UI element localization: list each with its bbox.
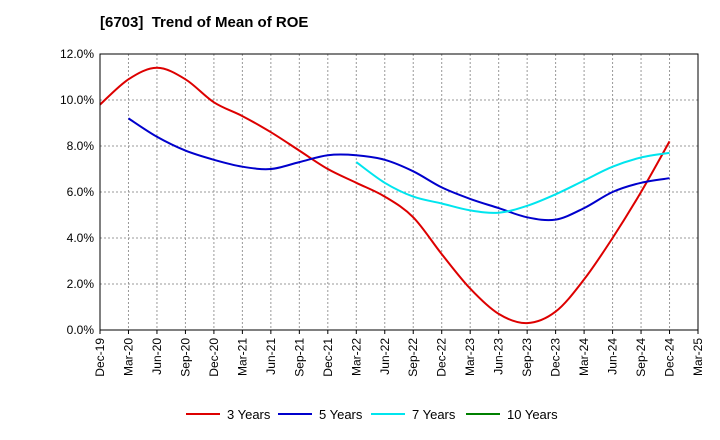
x-tick-label: Dec-20: [207, 338, 221, 377]
x-tick-label: Mar-25: [691, 338, 705, 376]
legend-label-3-years: 3 Years: [227, 407, 271, 422]
plot-area-frame: [99, 53, 699, 331]
x-tick-label: Dec-23: [549, 338, 563, 377]
chart-title: [6703] Trend of Mean of ROE: [100, 14, 309, 31]
y-tick-label: 0.0%: [67, 323, 95, 337]
x-tick-label: Mar-21: [235, 338, 249, 376]
y-tick-label: 8.0%: [67, 139, 95, 153]
grid-layer: [100, 53, 698, 330]
series-line-3-years: [99, 66, 671, 325]
y-tick-label: 12.0%: [60, 47, 94, 61]
series-layer: [99, 66, 671, 325]
x-tick-label: Mar-23: [463, 338, 477, 376]
x-tick-label: Jun-24: [606, 338, 620, 375]
x-tick-label: Sep-23: [520, 338, 534, 377]
y-tick-label: 10.0%: [60, 93, 94, 107]
y-tick-label: 4.0%: [67, 231, 95, 245]
x-tick-label: Jun-22: [378, 338, 392, 375]
x-tick-label: Sep-24: [634, 338, 648, 377]
series-line-5-years: [127, 117, 670, 222]
legend: 3 Years 5 Years 7 Years 10 Years: [186, 407, 558, 422]
x-tick-label: Mar-22: [349, 338, 363, 376]
y-tick-label: 6.0%: [67, 185, 95, 199]
legend-label-10-years: 10 Years: [507, 407, 558, 422]
x-tick-label: Jun-23: [492, 338, 506, 375]
axis-layer: 0.0% 2.0% 4.0% 6.0% 8.0% 10.0% 12.0% Dec-19 Mar-…: [60, 47, 705, 377]
x-tick-label: Mar-20: [121, 338, 135, 376]
x-tick-label: Mar-24: [577, 338, 591, 376]
x-tick-label: Dec-21: [321, 338, 335, 377]
x-tick-label: Jun-21: [264, 338, 278, 375]
legend-label-7-years: 7 Years: [412, 407, 456, 422]
series-line-7-years: [355, 151, 670, 214]
legend-label-5-years: 5 Years: [319, 407, 363, 422]
x-tick-label: Jun-20: [150, 338, 164, 375]
x-tick-label: Sep-21: [292, 338, 306, 377]
x-tick-label: Sep-22: [406, 338, 420, 377]
x-tick-label: Dec-24: [663, 338, 677, 377]
x-tick-label: Dec-22: [435, 338, 449, 377]
x-tick-label: Dec-19: [93, 338, 107, 377]
y-tick-label: 2.0%: [67, 277, 95, 291]
x-tick-label: Sep-20: [178, 338, 192, 377]
